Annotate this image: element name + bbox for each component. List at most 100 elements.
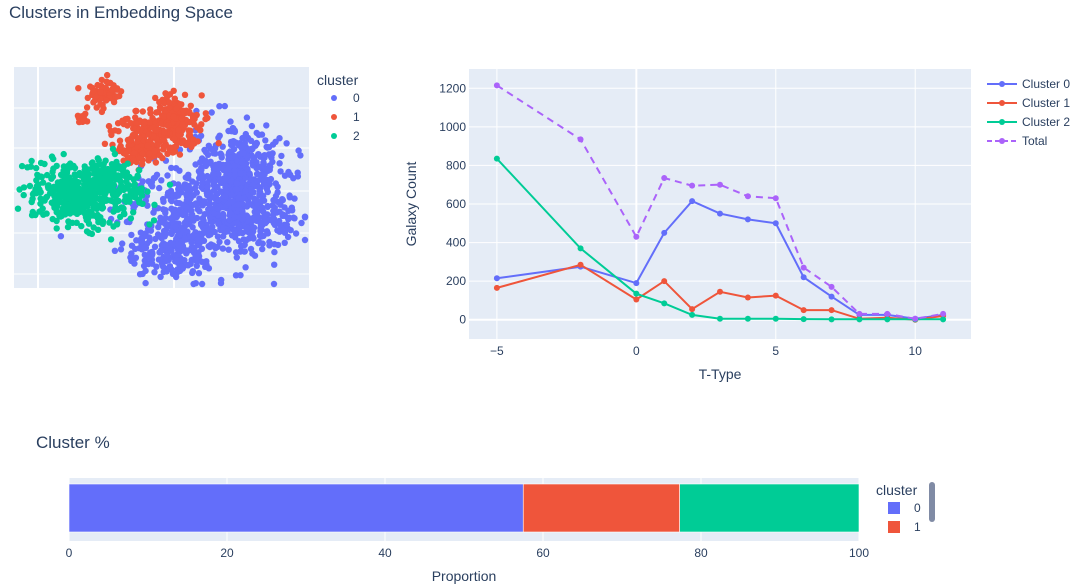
scatter-point-cluster-1 (80, 117, 88, 125)
series-marker-cluster-2 (577, 245, 584, 252)
scatter-point-cluster-2 (71, 164, 79, 172)
scatter-point-cluster-0 (235, 194, 242, 201)
y-axis-label: Galaxy Count (403, 161, 419, 246)
line-legend-item-cluster-2[interactable]: Cluster 2 (986, 112, 1070, 131)
scatter-point-cluster-1 (173, 105, 180, 112)
scatter-point-cluster-2 (99, 220, 107, 227)
scatter-point-cluster-0 (279, 196, 286, 203)
scatter-point-cluster-0 (181, 257, 188, 264)
scatter-point-cluster-0 (176, 167, 183, 174)
scatter-legend-item-2[interactable]: 2 (331, 126, 360, 145)
cluster-proportion-bar-chart[interactable]: 0 20 40 60 80 100 Proportion (40, 470, 900, 586)
bar-legend-item-1[interactable]: 1 (888, 517, 921, 536)
series-marker-cluster-0 (800, 274, 807, 281)
scatter-point-cluster-0 (198, 164, 205, 172)
scatter-point-cluster-2 (124, 160, 131, 167)
scatter-point-cluster-0 (266, 242, 273, 249)
scatter-point-cluster-0 (206, 243, 214, 251)
series-marker-cluster-2 (661, 300, 668, 307)
ttype-line-chart[interactable]: 0 200 400 600 800 1000 1200 −5 0 5 10 T-Type Galaxy … (400, 60, 980, 390)
scatter-point-cluster-2 (60, 150, 67, 158)
scatter-point-cluster-0 (291, 215, 298, 222)
scatter-point-cluster-0 (263, 185, 270, 193)
scatter-point-cluster-2 (50, 155, 57, 163)
series-marker-cluster-0 (772, 220, 779, 227)
scatter-point-cluster-0 (136, 245, 143, 252)
bar-legend: cluster 0 1 (876, 482, 921, 536)
scatter-point-cluster-2 (37, 173, 44, 180)
bar-legend-item-0[interactable]: 0 (888, 498, 921, 517)
scatter-point-cluster-1 (116, 137, 124, 144)
scatter-point-cluster-0 (231, 162, 238, 170)
scatter-point-cluster-2 (73, 178, 81, 185)
scatter-point-cluster-0 (240, 211, 247, 218)
scatter-point-cluster-0 (224, 239, 231, 246)
scatter-point-cluster-0 (288, 204, 295, 211)
scatter-point-cluster-0 (216, 238, 223, 246)
scatter-point-cluster-1 (181, 91, 189, 99)
scatter-point-cluster-0 (153, 263, 160, 270)
scatter-point-cluster-0 (215, 220, 222, 227)
scatter-point-cluster-0 (207, 226, 214, 233)
scatter-point-cluster-2 (71, 171, 79, 178)
scatter-point-cluster-2 (43, 171, 51, 179)
scatter-point-cluster-1 (145, 131, 152, 138)
series-marker-cluster-1 (577, 261, 584, 268)
scatter-point-cluster-0 (247, 137, 255, 144)
scatter-point-cluster-0 (174, 241, 182, 249)
page-title: Clusters in Embedding Space (9, 3, 233, 22)
series-marker-cluster-1 (633, 296, 640, 303)
embedding-scatter-chart[interactable] (0, 0, 320, 300)
scatter-point-cluster-1 (90, 88, 97, 95)
scatter-point-cluster-0 (169, 206, 177, 214)
series-marker-total (744, 193, 751, 200)
scatter-point-cluster-0 (220, 212, 227, 220)
scatter-point-cluster-1 (178, 115, 186, 122)
scatter-point-cluster-0 (260, 192, 267, 200)
scatter-point-cluster-2 (73, 185, 81, 192)
scatter-point-cluster-2 (102, 172, 110, 179)
scatter-point-cluster-0 (277, 168, 284, 175)
scatter-point-cluster-2 (72, 203, 79, 210)
line-legend-item-cluster-0[interactable]: Cluster 0 (986, 74, 1070, 93)
scatter-point-cluster-1 (198, 121, 205, 128)
series-marker-cluster-0 (633, 280, 640, 287)
scatter-point-cluster-0 (255, 214, 263, 221)
scatter-point-cluster-1 (75, 85, 82, 92)
scatter-point-cluster-0 (199, 202, 206, 209)
x-tick-label: 0 (633, 344, 640, 358)
line-legend-item-cluster-1[interactable]: Cluster 1 (986, 93, 1070, 112)
scatter-legend-title: cluster (317, 72, 359, 88)
scatter-point-cluster-1 (198, 92, 205, 99)
scatter-point-cluster-0 (246, 200, 253, 207)
scatter-point-cluster-0 (244, 165, 251, 173)
series-line-cluster-1 (496, 263, 944, 321)
scatter-point-cluster-2 (26, 182, 34, 190)
series-marker-cluster-2 (856, 316, 863, 323)
scatter-point-cluster-0 (160, 268, 167, 276)
scatter-point-cluster-0 (164, 172, 171, 179)
scatter-point-cluster-1 (161, 99, 168, 107)
scatter-point-cluster-1 (160, 137, 167, 144)
series-marker-cluster-0 (493, 275, 500, 282)
y-tick-label: 200 (446, 274, 466, 288)
legend-scrollbar[interactable] (929, 482, 935, 522)
series-marker-cluster-1 (661, 278, 668, 285)
cluster-percent-title: Cluster % (36, 433, 110, 452)
scatter-point-cluster-2 (91, 193, 99, 200)
scatter-point-cluster-1 (190, 115, 197, 122)
scatter-point-cluster-0 (203, 261, 210, 269)
scatter-point-cluster-2 (80, 206, 87, 214)
scatter-point-cluster-0 (278, 152, 285, 160)
line-legend-item-total[interactable]: Total (986, 131, 1070, 150)
scatter-point-cluster-0 (197, 159, 204, 166)
series-marker-total (884, 310, 891, 317)
series-marker-total (689, 182, 696, 189)
series-marker-cluster-1 (717, 288, 723, 295)
scatter-point-cluster-0 (198, 280, 206, 288)
scatter-point-cluster-0 (204, 183, 211, 190)
scatter-point-cluster-1 (166, 144, 174, 151)
scatter-legend-item-1[interactable]: 1 (331, 107, 360, 126)
scatter-legend-item-0[interactable]: 0 (331, 88, 360, 107)
scatter-point-cluster-0 (175, 186, 182, 193)
